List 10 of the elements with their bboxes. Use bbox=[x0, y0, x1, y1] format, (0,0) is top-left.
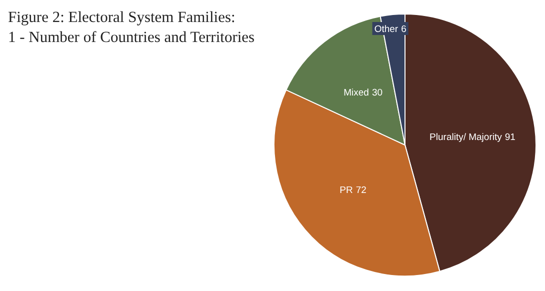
slice-label: PR bbox=[340, 185, 353, 196]
data-label: 72 bbox=[356, 185, 366, 196]
data-label: 30 bbox=[372, 87, 383, 98]
data-label: 91 bbox=[504, 132, 516, 143]
slice-label: Other bbox=[374, 24, 398, 36]
slice-label: Mixed bbox=[344, 87, 369, 98]
text: 1 - Number of Countries and Territories bbox=[8, 29, 255, 46]
data-label: 6 bbox=[401, 24, 406, 36]
text: Figure 2: Electoral System Families: bbox=[8, 9, 236, 26]
slice-label: Plurality/ Majority bbox=[430, 132, 502, 143]
